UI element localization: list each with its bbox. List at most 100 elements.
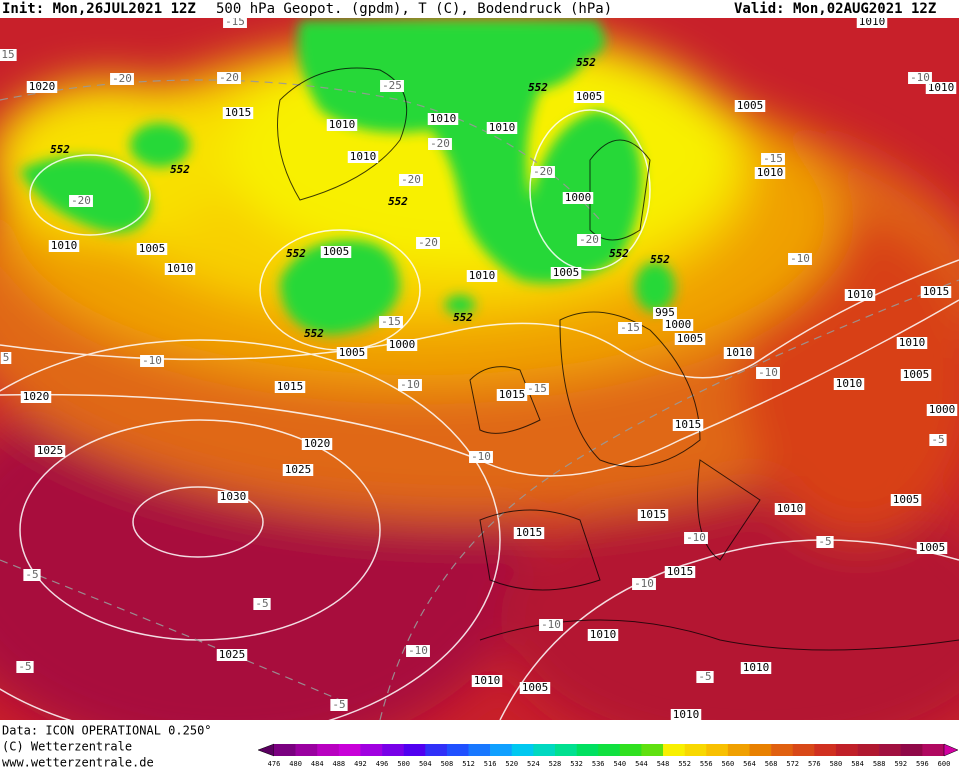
temperature-label-box bbox=[399, 174, 423, 186]
pressure-label: 1010 bbox=[928, 81, 955, 94]
pressure-label: 1015 bbox=[923, 285, 950, 298]
pressure-label-box bbox=[466, 270, 498, 282]
colorbar-tick-label: 600 bbox=[938, 760, 951, 768]
pressure-label-box bbox=[386, 339, 418, 351]
valid-time: Valid: Mon,02AUG2021 12Z bbox=[734, 1, 936, 17]
colorbar-tick-label: 504 bbox=[419, 760, 432, 768]
pressure-label: 1010 bbox=[489, 121, 516, 134]
colorbar-arrow bbox=[943, 743, 959, 757]
colorbar-cell bbox=[663, 744, 685, 756]
pressure-label: 1005 bbox=[919, 541, 946, 554]
temperature-label-box bbox=[761, 153, 785, 165]
temperature-label-box bbox=[380, 80, 404, 92]
pressure-label-box bbox=[326, 119, 358, 131]
temperature-label-box bbox=[632, 578, 656, 590]
colorbar-cell bbox=[771, 744, 794, 756]
temperature-label: 15 bbox=[1, 48, 14, 61]
temperature-label: -5 bbox=[698, 670, 711, 683]
pressure-label-box bbox=[336, 347, 368, 359]
colorbar-tick-label: 592 bbox=[894, 760, 907, 768]
colorbar-tick-label: 476 bbox=[268, 760, 281, 768]
temperature-label-box bbox=[696, 671, 714, 683]
pressure-label: 1020 bbox=[23, 390, 50, 403]
colorbar-tick-label: 516 bbox=[484, 760, 497, 768]
colorbar-tick-label: 576 bbox=[808, 760, 821, 768]
colorbar-cell bbox=[446, 744, 469, 756]
temperature-label: -20 bbox=[219, 71, 239, 84]
temperature-label-box bbox=[69, 195, 93, 207]
colorbar-tick-label: 488 bbox=[333, 760, 346, 768]
pressure-label: 1015 bbox=[667, 565, 694, 578]
map-title: 500 hPa Geopot. (gpdm), T (C), Bodendruc… bbox=[216, 1, 612, 17]
geopotential-label: 552 bbox=[286, 247, 306, 260]
pressure-label-box bbox=[664, 566, 696, 578]
geopotential-label: 552 bbox=[170, 163, 190, 176]
colorbar-cell bbox=[598, 744, 621, 756]
pressure-label-box bbox=[670, 709, 702, 721]
pressure-label-box bbox=[347, 151, 379, 163]
temperature-label: -10 bbox=[400, 378, 420, 391]
pressure-label: 1010 bbox=[757, 166, 784, 179]
colorbar-cell bbox=[619, 744, 642, 756]
pressure-label: 995 bbox=[655, 306, 675, 319]
colorbar-tick-label: 580 bbox=[830, 760, 843, 768]
pressure-label-box bbox=[672, 419, 704, 431]
pressure-label-box bbox=[662, 319, 694, 331]
pressure-label: 1025 bbox=[37, 444, 64, 457]
pressure-label-box bbox=[740, 662, 772, 674]
pressure-label: 1000 bbox=[389, 338, 416, 351]
pressure-label-box bbox=[925, 82, 957, 94]
temperature-label: -10 bbox=[790, 252, 810, 265]
pressure-label: 1015 bbox=[499, 388, 526, 401]
temperature-label-box bbox=[253, 598, 271, 610]
geopotential-label: 552 bbox=[304, 327, 324, 340]
colorbar-tick-label: 596 bbox=[916, 760, 929, 768]
temperature-label: -20 bbox=[533, 165, 553, 178]
pressure-label: 1010 bbox=[836, 377, 863, 390]
colorbar-tick-label: 496 bbox=[376, 760, 389, 768]
temperature-label: -20 bbox=[579, 233, 599, 246]
pressure-label-box bbox=[34, 445, 66, 457]
temperature-label-box bbox=[23, 569, 41, 581]
pressure-label-box bbox=[282, 464, 314, 476]
pressure-label: 1005 bbox=[139, 242, 166, 255]
pressure-label: 1020 bbox=[29, 80, 56, 93]
colorbar-cell bbox=[317, 744, 340, 756]
pressure-label: 1025 bbox=[285, 463, 312, 476]
pressure-label: 1000 bbox=[665, 318, 692, 331]
colorbar-cell bbox=[835, 744, 858, 756]
colorbar-cell bbox=[533, 744, 556, 756]
geopotential-label: 552 bbox=[528, 81, 548, 94]
temperature-label-box bbox=[816, 536, 834, 548]
pressure-label: 1015 bbox=[675, 418, 702, 431]
pressure-label: 1005 bbox=[903, 368, 930, 381]
pressure-label: 1015 bbox=[277, 380, 304, 393]
temperature-label-box bbox=[140, 355, 164, 367]
pressure-label-box bbox=[496, 389, 528, 401]
temperature-label-box bbox=[110, 73, 134, 85]
colorbar-cell bbox=[490, 744, 513, 756]
temperature-label: -10 bbox=[471, 450, 491, 463]
temperature-label: -5 bbox=[18, 660, 31, 673]
pressure-label: 1005 bbox=[553, 266, 580, 279]
pressure-label: 1005 bbox=[522, 681, 549, 694]
init-time: Init: Mon,26JUL2021 12Z bbox=[2, 1, 196, 17]
pressure-label-box bbox=[723, 347, 755, 359]
temperature-label: -20 bbox=[71, 194, 91, 207]
pressure-label-box bbox=[562, 192, 594, 204]
colorbar-cell bbox=[403, 744, 426, 756]
colorbar-cell bbox=[900, 744, 923, 756]
colorbar: 476 480 484 488 492 496 500 504 508 512 516 520 524 5… bbox=[257, 743, 959, 768]
pressure-label: 1010 bbox=[329, 118, 356, 131]
colorbar-tick-label: 492 bbox=[354, 760, 367, 768]
colorbar-cell bbox=[727, 744, 750, 756]
pressure-label: 1015 bbox=[516, 526, 543, 539]
pressure-label-box bbox=[926, 404, 958, 416]
colorbar-cell bbox=[706, 744, 729, 756]
temperature-label-box bbox=[330, 699, 348, 711]
pressure-label-box bbox=[513, 527, 545, 539]
pressure-label-box bbox=[550, 267, 582, 279]
